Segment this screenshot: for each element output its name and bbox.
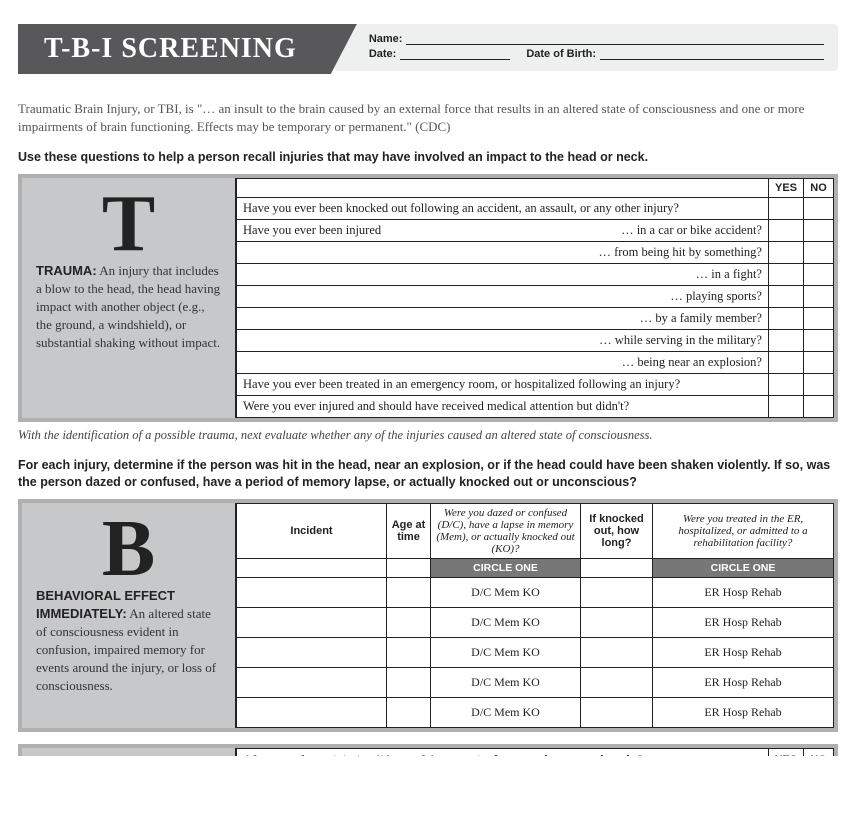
t-q2-prefix: Have you ever been injured: [243, 223, 381, 238]
b-r1-opts2[interactable]: ER Hosp Rehab: [653, 577, 834, 607]
t-q6-no[interactable]: [804, 307, 834, 329]
b-r4-opts1[interactable]: D/C Mem KO: [431, 667, 581, 697]
t-q8: … being near an explosion?: [237, 351, 769, 373]
t-q10-yes[interactable]: [768, 395, 803, 417]
section-b-instruction: For each injury, determine if the person…: [18, 457, 838, 491]
b-r4-age[interactable]: [387, 667, 431, 697]
t-q8-no[interactable]: [804, 351, 834, 373]
section-b-left: B BEHAVIORAL EFFECT IMMEDIATELY: An alte…: [22, 503, 236, 728]
b-r1-ko[interactable]: [581, 577, 653, 607]
letter-b: B: [36, 513, 221, 585]
patient-info-box: Name: Date: Date of Birth:: [335, 24, 838, 71]
b-h-age: Age at time: [387, 503, 431, 558]
t-q4-no[interactable]: [804, 263, 834, 285]
b-r2-age[interactable]: [387, 607, 431, 637]
b-h-dazed: Were you dazed or confused (D/C), have a…: [431, 503, 581, 558]
header: T-B-I SCREENING Name: Date: Date of Birt…: [18, 24, 838, 74]
date-label: Date:: [369, 48, 397, 60]
t-q9: Have you ever been treated in an emergen…: [237, 373, 769, 395]
b-r2-opts1[interactable]: D/C Mem KO: [431, 607, 581, 637]
t-q3-no[interactable]: [804, 241, 834, 263]
bottom-q: After any of your injuries did any of th…: [237, 748, 769, 756]
t-q8-yes[interactable]: [768, 351, 803, 373]
bottom-q-text: After any of your injuries did any of th…: [243, 753, 492, 756]
t-q5-no[interactable]: [804, 285, 834, 307]
b-r5-opts1[interactable]: D/C Mem KO: [431, 697, 581, 727]
b-r3-incident[interactable]: [237, 637, 387, 667]
t-q6: … by a family member?: [237, 307, 769, 329]
page-title: T-B-I SCREENING: [18, 24, 357, 74]
t-q6-yes[interactable]: [768, 307, 803, 329]
dob-label: Date of Birth:: [526, 48, 596, 60]
b-r3-ko[interactable]: [581, 637, 653, 667]
t-q4: … in a fight?: [237, 263, 769, 285]
b-r1-incident[interactable]: [237, 577, 387, 607]
b-r3-age[interactable]: [387, 637, 431, 667]
t-q5-yes[interactable]: [768, 285, 803, 307]
b-r5-incident[interactable]: [237, 697, 387, 727]
b-r2-incident[interactable]: [237, 607, 387, 637]
t-q2: Have you ever been injured … in a car or …: [237, 219, 769, 241]
section-bottom-box: After any of your injuries did any of th…: [18, 744, 838, 756]
t-q3: … from being hit by something?: [237, 241, 769, 263]
b-r2-ko[interactable]: [581, 607, 653, 637]
yes-header: YES: [768, 178, 803, 197]
bottom-no: NO: [804, 748, 834, 756]
section-b-right: Incident Age at time Were you dazed or c…: [236, 503, 834, 728]
t-q2-yes[interactable]: [768, 219, 803, 241]
t-q2-no[interactable]: [804, 219, 834, 241]
b-r1-opts1[interactable]: D/C Mem KO: [431, 577, 581, 607]
bottom-yes: YES: [768, 748, 803, 756]
dob-field[interactable]: [600, 48, 824, 60]
t-q7-no[interactable]: [804, 329, 834, 351]
t-q7: … while serving in the military?: [237, 329, 769, 351]
b-r2-opts2[interactable]: ER Hosp Rehab: [653, 607, 834, 637]
no-header: NO: [804, 178, 834, 197]
section-bottom-right: After any of your injuries did any of th…: [236, 748, 834, 756]
b-r5-ko[interactable]: [581, 697, 653, 727]
section-t-note: With the identification of a possible tr…: [18, 428, 838, 443]
bottom-table: After any of your injuries did any of th…: [236, 748, 834, 756]
t-q2-suffix: … in a car or bike accident?: [621, 223, 762, 238]
section-bottom-left: [22, 748, 236, 756]
t-q9-yes[interactable]: [768, 373, 803, 395]
section-t-right: YES NO Have you ever been knocked out fo…: [236, 178, 834, 418]
t-q10-no[interactable]: [804, 395, 834, 417]
name-label: Name:: [369, 33, 403, 45]
section-t-instruction: Use these questions to help a person rec…: [18, 149, 838, 166]
circle-one-2: CIRCLE ONE: [653, 558, 834, 577]
letter-t: T: [36, 188, 221, 260]
b-r4-opts2[interactable]: ER Hosp Rehab: [653, 667, 834, 697]
intro-text: Traumatic Brain Injury, or TBI, is "… an…: [18, 100, 838, 135]
b-h-knocked: If knocked out, how long?: [581, 503, 653, 558]
trauma-questions-table: YES NO Have you ever been knocked out fo…: [236, 178, 834, 418]
b-h-treated: Were you treated in the ER, hospitalized…: [653, 503, 834, 558]
t-q3-yes[interactable]: [768, 241, 803, 263]
t-q10: Were you ever injured and should have re…: [237, 395, 769, 417]
b-r5-opts2[interactable]: ER Hosp Rehab: [653, 697, 834, 727]
t-q1-yes[interactable]: [768, 197, 803, 219]
section-t-box: T TRAUMA: An injury that includes a blow…: [18, 174, 838, 422]
behavioral-table: Incident Age at time Were you dazed or c…: [236, 503, 834, 728]
section-b-box: B BEHAVIORAL EFFECT IMMEDIATELY: An alte…: [18, 499, 838, 732]
trauma-term: TRAUMA:: [36, 263, 97, 278]
t-q5: … playing sports?: [237, 285, 769, 307]
t-q1-no[interactable]: [804, 197, 834, 219]
t-q9-no[interactable]: [804, 373, 834, 395]
name-field[interactable]: [406, 33, 824, 45]
t-q7-yes[interactable]: [768, 329, 803, 351]
b-r3-opts2[interactable]: ER Hosp Rehab: [653, 637, 834, 667]
t-q4-yes[interactable]: [768, 263, 803, 285]
b-r3-opts1[interactable]: D/C Mem KO: [431, 637, 581, 667]
b-r1-age[interactable]: [387, 577, 431, 607]
circle-one-1: CIRCLE ONE: [431, 558, 581, 577]
b-r5-age[interactable]: [387, 697, 431, 727]
section-t-left: T TRAUMA: An injury that includes a blow…: [22, 178, 236, 418]
t-q1: Have you ever been knocked out following…: [237, 197, 769, 219]
date-field[interactable]: [400, 48, 510, 60]
b-h-incident: Incident: [237, 503, 387, 558]
bottom-q-em: for more than several weeks?: [492, 753, 643, 756]
b-r4-ko[interactable]: [581, 667, 653, 697]
b-r4-incident[interactable]: [237, 667, 387, 697]
